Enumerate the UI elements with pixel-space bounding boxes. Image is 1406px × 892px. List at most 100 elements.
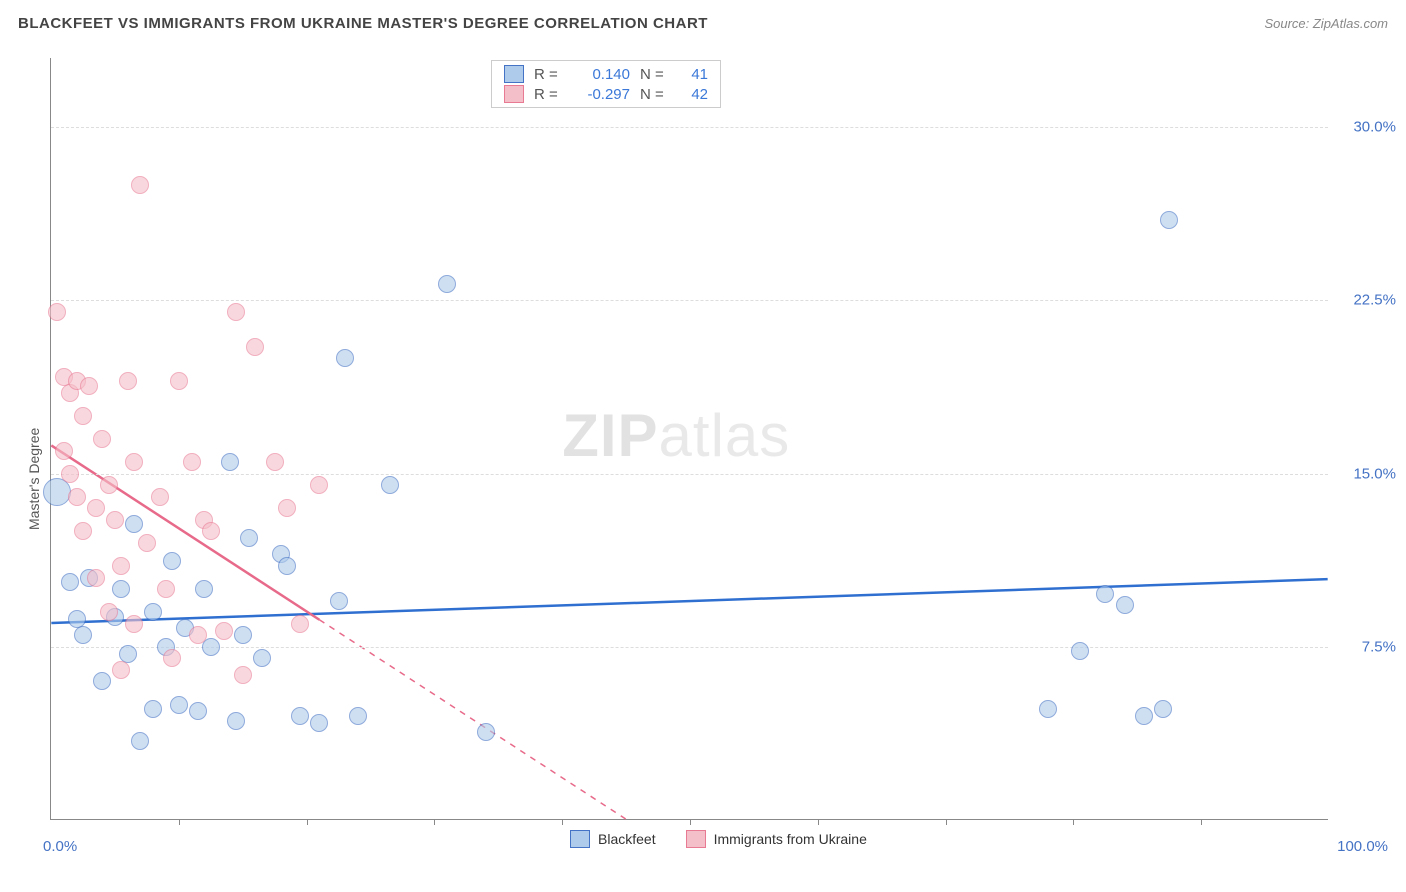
data-point xyxy=(74,522,92,540)
data-point xyxy=(93,430,111,448)
data-point xyxy=(87,499,105,517)
data-point xyxy=(330,592,348,610)
x-tick xyxy=(307,819,308,825)
data-point xyxy=(144,700,162,718)
data-point xyxy=(381,476,399,494)
grid-line xyxy=(51,647,1328,648)
legend-swatch xyxy=(686,830,706,848)
data-point xyxy=(61,573,79,591)
data-point xyxy=(438,275,456,293)
chart-plot-area: ZIPatlas 7.5%15.0%22.5%30.0%0.0%100.0%R … xyxy=(50,58,1328,820)
y-tick-label: 30.0% xyxy=(1336,119,1396,136)
data-point xyxy=(163,552,181,570)
x-axis-label: 0.0% xyxy=(43,838,77,855)
stat-r-value: -0.297 xyxy=(572,86,630,103)
grid-line xyxy=(51,127,1328,128)
data-point xyxy=(227,712,245,730)
stat-n-label: N = xyxy=(640,86,668,103)
stat-r-label: R = xyxy=(534,66,562,83)
data-point xyxy=(227,303,245,321)
data-point xyxy=(246,338,264,356)
data-point xyxy=(310,476,328,494)
data-point xyxy=(138,534,156,552)
data-point xyxy=(119,372,137,390)
data-point xyxy=(68,610,86,628)
data-point xyxy=(291,707,309,725)
data-point xyxy=(189,702,207,720)
chart-source: Source: ZipAtlas.com xyxy=(1264,16,1388,31)
data-point xyxy=(349,707,367,725)
legend-swatch xyxy=(504,65,524,83)
data-point xyxy=(1039,700,1057,718)
legend-stats: R = 0.140 N = 41 R = -0.297 N = 42 xyxy=(491,60,721,108)
stat-n-label: N = xyxy=(640,66,668,83)
data-point xyxy=(266,453,284,471)
y-axis-title: Master's Degree xyxy=(26,428,42,530)
data-point xyxy=(336,349,354,367)
data-point xyxy=(189,626,207,644)
data-point xyxy=(1096,585,1114,603)
data-point xyxy=(61,465,79,483)
data-point xyxy=(48,303,66,321)
stat-r-label: R = xyxy=(534,86,562,103)
y-tick-label: 22.5% xyxy=(1336,292,1396,309)
data-point xyxy=(170,372,188,390)
stat-r-value: 0.140 xyxy=(572,66,630,83)
data-point xyxy=(278,557,296,575)
x-tick xyxy=(1073,819,1074,825)
x-tick xyxy=(818,819,819,825)
data-point xyxy=(1116,596,1134,614)
data-point xyxy=(183,453,201,471)
trend-lines-layer xyxy=(51,58,1328,819)
stat-n-value: 41 xyxy=(678,66,708,83)
data-point xyxy=(100,476,118,494)
data-point xyxy=(195,580,213,598)
header: BLACKFEET VS IMMIGRANTS FROM UKRAINE MAS… xyxy=(0,0,1406,46)
data-point xyxy=(234,626,252,644)
watermark-zip: ZIP xyxy=(562,402,658,469)
data-point xyxy=(240,529,258,547)
grid-line xyxy=(51,474,1328,475)
data-point xyxy=(112,580,130,598)
data-point xyxy=(112,661,130,679)
data-point xyxy=(1071,642,1089,660)
data-point xyxy=(291,615,309,633)
data-point xyxy=(100,603,118,621)
x-tick xyxy=(562,819,563,825)
data-point xyxy=(80,377,98,395)
data-point xyxy=(1135,707,1153,725)
legend-stats-row: R = -0.297 N = 42 xyxy=(504,85,708,103)
data-point xyxy=(74,407,92,425)
data-point xyxy=(170,696,188,714)
data-point xyxy=(157,580,175,598)
trend-line xyxy=(51,579,1327,623)
data-point xyxy=(55,442,73,460)
data-point xyxy=(74,626,92,644)
data-point xyxy=(215,622,233,640)
watermark: ZIPatlas xyxy=(562,401,790,470)
data-point xyxy=(131,732,149,750)
stat-n-value: 42 xyxy=(678,86,708,103)
x-tick xyxy=(946,819,947,825)
data-point xyxy=(221,453,239,471)
data-point xyxy=(144,603,162,621)
data-point xyxy=(151,488,169,506)
x-tick xyxy=(690,819,691,825)
data-point xyxy=(477,723,495,741)
data-point xyxy=(1160,211,1178,229)
legend-item: Immigrants from Ukraine xyxy=(686,830,867,848)
data-point xyxy=(125,615,143,633)
legend-item: Blackfeet xyxy=(570,830,656,848)
legend-bottom: Blackfeet Immigrants from Ukraine xyxy=(570,830,867,848)
data-point xyxy=(93,672,111,690)
legend-stats-row: R = 0.140 N = 41 xyxy=(504,65,708,83)
data-point xyxy=(310,714,328,732)
data-point xyxy=(253,649,271,667)
y-tick-label: 7.5% xyxy=(1336,638,1396,655)
x-tick xyxy=(1201,819,1202,825)
y-tick-label: 15.0% xyxy=(1336,465,1396,482)
data-point xyxy=(106,511,124,529)
data-point xyxy=(163,649,181,667)
legend-swatch xyxy=(504,85,524,103)
legend-swatch xyxy=(570,830,590,848)
